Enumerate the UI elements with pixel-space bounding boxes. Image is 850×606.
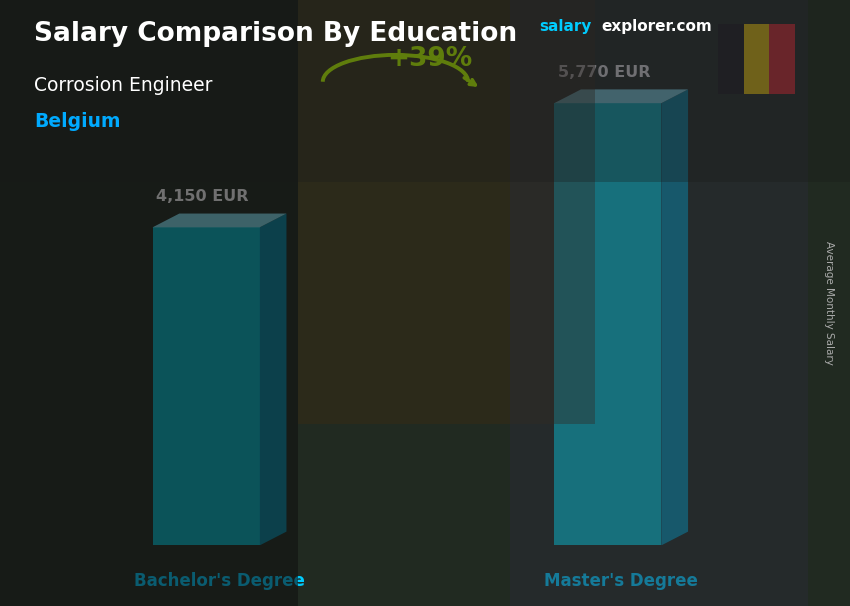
Polygon shape	[554, 103, 661, 545]
Text: Belgium: Belgium	[34, 112, 121, 131]
Bar	[718, 24, 744, 94]
Polygon shape	[260, 213, 286, 545]
Text: Corrosion Engineer: Corrosion Engineer	[34, 76, 212, 95]
Polygon shape	[661, 90, 689, 545]
Text: 5,770 EUR: 5,770 EUR	[558, 65, 650, 80]
Text: Average Monthly Salary: Average Monthly Salary	[824, 241, 834, 365]
Polygon shape	[554, 90, 688, 103]
Text: 4,150 EUR: 4,150 EUR	[156, 189, 249, 204]
Text: Salary Comparison By Education: Salary Comparison By Education	[34, 21, 517, 47]
Text: salary: salary	[540, 19, 592, 35]
Text: explorer.com: explorer.com	[602, 19, 712, 35]
Polygon shape	[152, 213, 286, 227]
Text: Master's Degree: Master's Degree	[544, 572, 698, 590]
Bar	[744, 24, 769, 94]
Bar	[769, 24, 795, 94]
Text: +39%: +39%	[388, 45, 473, 72]
Polygon shape	[152, 227, 260, 545]
Text: Bachelor's Degree: Bachelor's Degree	[134, 572, 305, 590]
